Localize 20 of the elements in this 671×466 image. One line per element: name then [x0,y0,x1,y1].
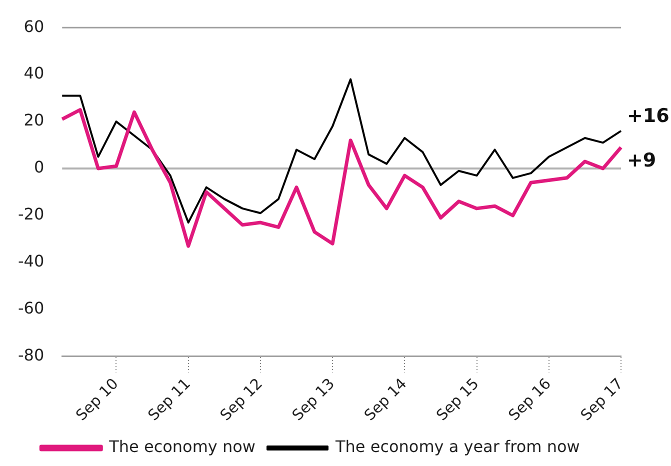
y-tick-label: 20 [24,110,44,130]
x-tick-label: Sep 14 [360,374,410,424]
legend-label: The economy now [108,437,256,456]
y-tick-label: 0 [34,158,44,177]
x-tick-label: Sep 11 [144,374,194,424]
y-tick-label: -40 [18,252,44,271]
x-tick-label: Sep 16 [504,374,554,424]
x-tick-label: Sep 13 [288,374,338,424]
y-tick-label: -80 [18,346,44,365]
x-tick-label: Sep 10 [72,374,122,424]
y-tick-label: 40 [24,64,44,83]
y-tick-label: -60 [18,298,44,318]
y-tick-label: -20 [18,204,44,224]
x-tick-label: Sep 17 [576,374,627,424]
y-tick-label: 60 [24,16,44,36]
x-tick-label: Sep 15 [432,374,482,424]
annotation: +16 [627,104,670,127]
legend-label: The economy a year from now [334,437,580,456]
annotation: +9 [627,149,656,172]
x-tick-label: Sep 12 [216,374,266,424]
